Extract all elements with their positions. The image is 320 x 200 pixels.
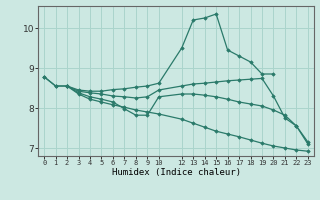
X-axis label: Humidex (Indice chaleur): Humidex (Indice chaleur) [111,168,241,177]
